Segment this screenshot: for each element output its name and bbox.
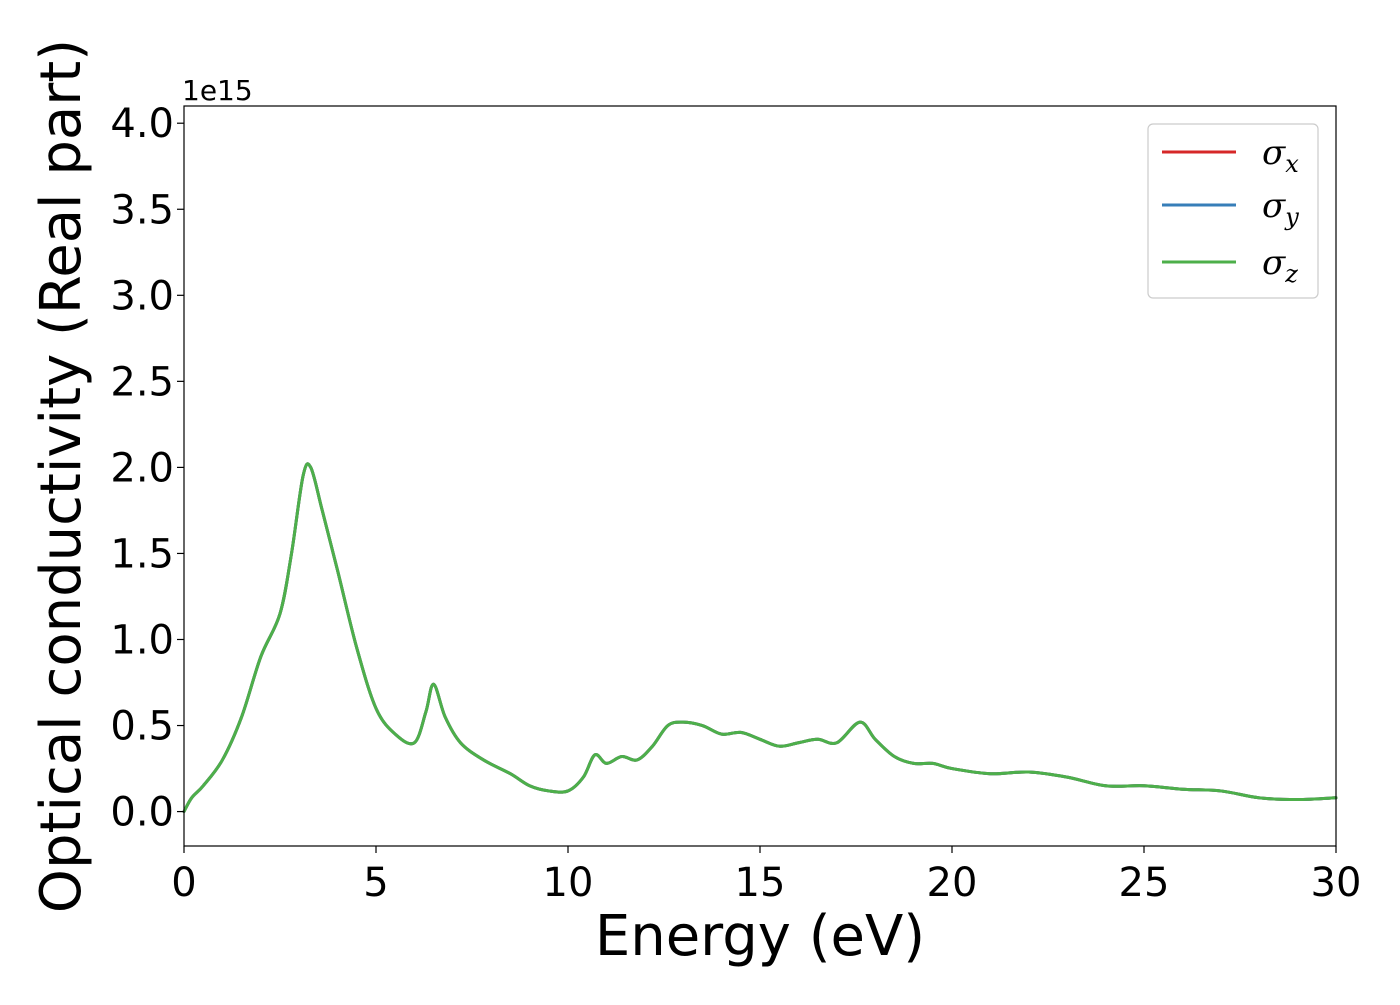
y-tick-label: 1.5 xyxy=(110,531,174,577)
x-tick-label: 15 xyxy=(735,860,786,906)
y-tick-label: 0.0 xyxy=(110,790,174,836)
x-tick-label: 20 xyxy=(927,860,978,906)
y-tick-label: 2.0 xyxy=(110,445,174,491)
y-tick-label: 0.5 xyxy=(110,704,174,750)
x-tick-label: 30 xyxy=(1311,860,1362,906)
x-tick-label: 25 xyxy=(1119,860,1170,906)
y-tick-label: 3.5 xyxy=(110,187,174,233)
y-axis-title: Optical conductivity (Real part) xyxy=(29,39,94,913)
series-line-x-component xyxy=(182,462,1338,814)
y-offset-text: 1e15 xyxy=(182,74,253,107)
y-tick-label: 2.5 xyxy=(110,359,174,405)
x-tick-label: 10 xyxy=(543,860,594,906)
series-layer xyxy=(182,462,1338,814)
x-tick-label: 0 xyxy=(171,860,196,906)
y-tick-label: 1.0 xyxy=(110,617,174,663)
y-tick-label: 3.0 xyxy=(110,273,174,319)
x-tick-label: 5 xyxy=(363,860,388,906)
series-line-y-component xyxy=(182,462,1338,814)
y-tick-label: 4.0 xyxy=(110,101,174,147)
series-line-z-component xyxy=(182,462,1338,814)
y-axis-ticks: 0.0 0.5 1.0 1.5 2.0 2.5 3.0 3.5 4.0 xyxy=(110,101,184,836)
x-axis-title: Energy (eV) xyxy=(595,904,925,969)
legend-box xyxy=(1147,123,1319,299)
x-axis-ticks: 0 5 10 15 20 25 30 xyxy=(171,846,1361,906)
